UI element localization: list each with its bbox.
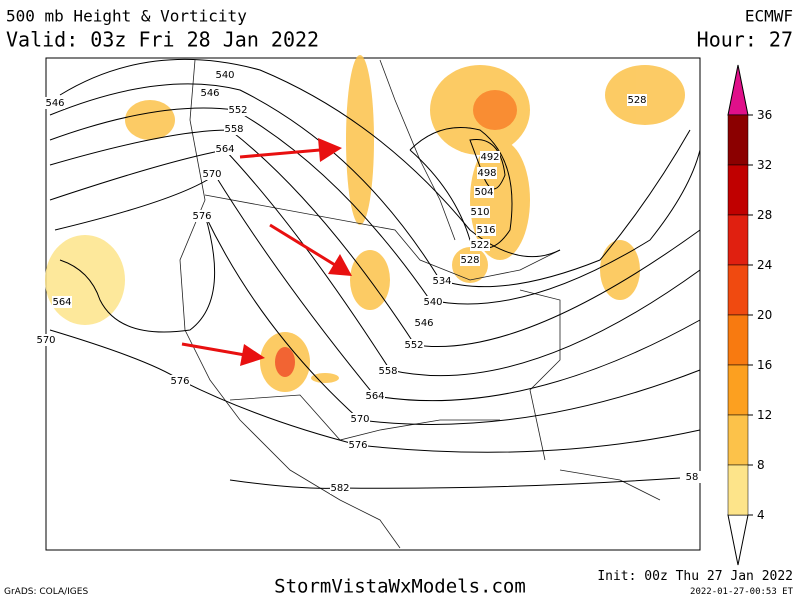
model: ECMWF xyxy=(745,7,793,26)
label-bg xyxy=(365,390,385,402)
colorbar-label: 4 xyxy=(757,508,765,522)
label-bg xyxy=(378,365,398,377)
label-bg xyxy=(348,439,368,451)
credit: GrADS: COLA/IGES xyxy=(4,587,88,597)
label-bg xyxy=(474,186,494,198)
colorbar-segment xyxy=(727,314,749,366)
label-bg xyxy=(45,97,65,109)
colorbar-label: 8 xyxy=(757,458,765,472)
contour-label: 570 xyxy=(36,335,55,346)
contour-label: 546 xyxy=(45,98,64,109)
label-bg xyxy=(477,167,497,179)
label-bg xyxy=(36,334,56,346)
label-bg xyxy=(228,104,248,116)
colorbar-segment xyxy=(727,414,749,466)
contour-label: 492 xyxy=(480,152,499,163)
colorbar-bottom xyxy=(727,514,749,566)
label-bg xyxy=(627,94,647,106)
label-bg xyxy=(52,296,72,308)
colorbar-label: 16 xyxy=(757,358,772,372)
label-bg xyxy=(404,339,424,351)
colorbar: 36 32 28 24 20 16 12 8 4 xyxy=(727,64,772,566)
contour-labels: 540 546 552 558 564 570 576 546 564 570 576 492 498 5… xyxy=(36,69,702,494)
label-bg xyxy=(470,239,490,251)
arrows xyxy=(181,138,352,366)
init-time: Init: 00z Thu 27 Jan 2022 xyxy=(597,569,793,584)
contour-label: 582 xyxy=(330,483,349,494)
hour: Hour: 27 xyxy=(697,28,793,52)
contour-label: 528 xyxy=(627,95,646,106)
label-bg xyxy=(480,151,500,163)
colorbar-top xyxy=(727,64,749,116)
contour-label: 564 xyxy=(52,297,71,308)
label-bg xyxy=(170,375,190,387)
colorbar-segment xyxy=(727,214,749,266)
title: 500 mb Height & Vorticity xyxy=(6,7,247,26)
contour-label: 570 xyxy=(202,169,221,180)
colorbar-label: 28 xyxy=(757,208,772,222)
contour-label: 528 xyxy=(460,255,479,266)
contour-label: 534 xyxy=(432,276,451,287)
contour-label: 540 xyxy=(215,70,234,81)
label-bg xyxy=(224,123,244,135)
colorbar-segment xyxy=(727,364,749,416)
label-bg xyxy=(414,317,434,329)
contour-label: 576 xyxy=(192,211,211,222)
label-bg xyxy=(202,168,222,180)
contour-label: 510 xyxy=(470,207,489,218)
colorbar-segment xyxy=(727,264,749,316)
label-bg xyxy=(200,87,220,99)
colorbar-label: 32 xyxy=(757,158,772,172)
label-bg xyxy=(470,206,490,218)
contour-label: 570 xyxy=(350,414,369,425)
contour-label: 564 xyxy=(365,391,384,402)
colorbar-label: 36 xyxy=(757,108,772,122)
contour-label: 522 xyxy=(470,240,489,251)
label-bg xyxy=(423,296,443,308)
contour-label: 546 xyxy=(414,318,433,329)
label-bg xyxy=(192,210,212,222)
label-bg xyxy=(460,254,480,266)
contour-label: 558 xyxy=(224,124,243,135)
site: StormVistaWxModels.com xyxy=(274,576,526,598)
contour-label: 552 xyxy=(228,105,247,116)
label-bg xyxy=(215,69,235,81)
colorbar-label: 12 xyxy=(757,408,772,422)
colorbar-segment xyxy=(727,164,749,216)
colorbar-segment xyxy=(727,114,749,166)
contour-label: 576 xyxy=(170,376,189,387)
colorbar-label: 24 xyxy=(757,258,772,272)
contour-label: 58 xyxy=(686,472,699,483)
label-bg xyxy=(476,224,496,236)
map: 540 546 552 558 564 570 576 546 564 570 576 492 498 5… xyxy=(36,55,702,551)
timestamp: 2022-01-27-00:53 ET xyxy=(690,587,794,597)
contour-label: 564 xyxy=(215,144,234,155)
contour-label: 504 xyxy=(474,187,493,198)
contour-label: 498 xyxy=(477,168,496,179)
contour-label: 546 xyxy=(200,88,219,99)
label-bg xyxy=(330,482,350,494)
height-contours xyxy=(49,58,701,489)
contour-label: 540 xyxy=(423,297,442,308)
label-bg xyxy=(682,471,702,483)
contour-label: 576 xyxy=(348,440,367,451)
label-bg xyxy=(215,143,235,155)
label-bg xyxy=(432,275,452,287)
contour-label: 552 xyxy=(404,340,423,351)
colorbar-label: 20 xyxy=(757,308,772,322)
valid-time: Valid: 03z Fri 28 Jan 2022 xyxy=(6,28,319,52)
contour-label: 516 xyxy=(476,225,495,236)
contour-label: 558 xyxy=(378,366,397,377)
label-bg xyxy=(350,413,370,425)
colorbar-segment xyxy=(727,464,749,516)
